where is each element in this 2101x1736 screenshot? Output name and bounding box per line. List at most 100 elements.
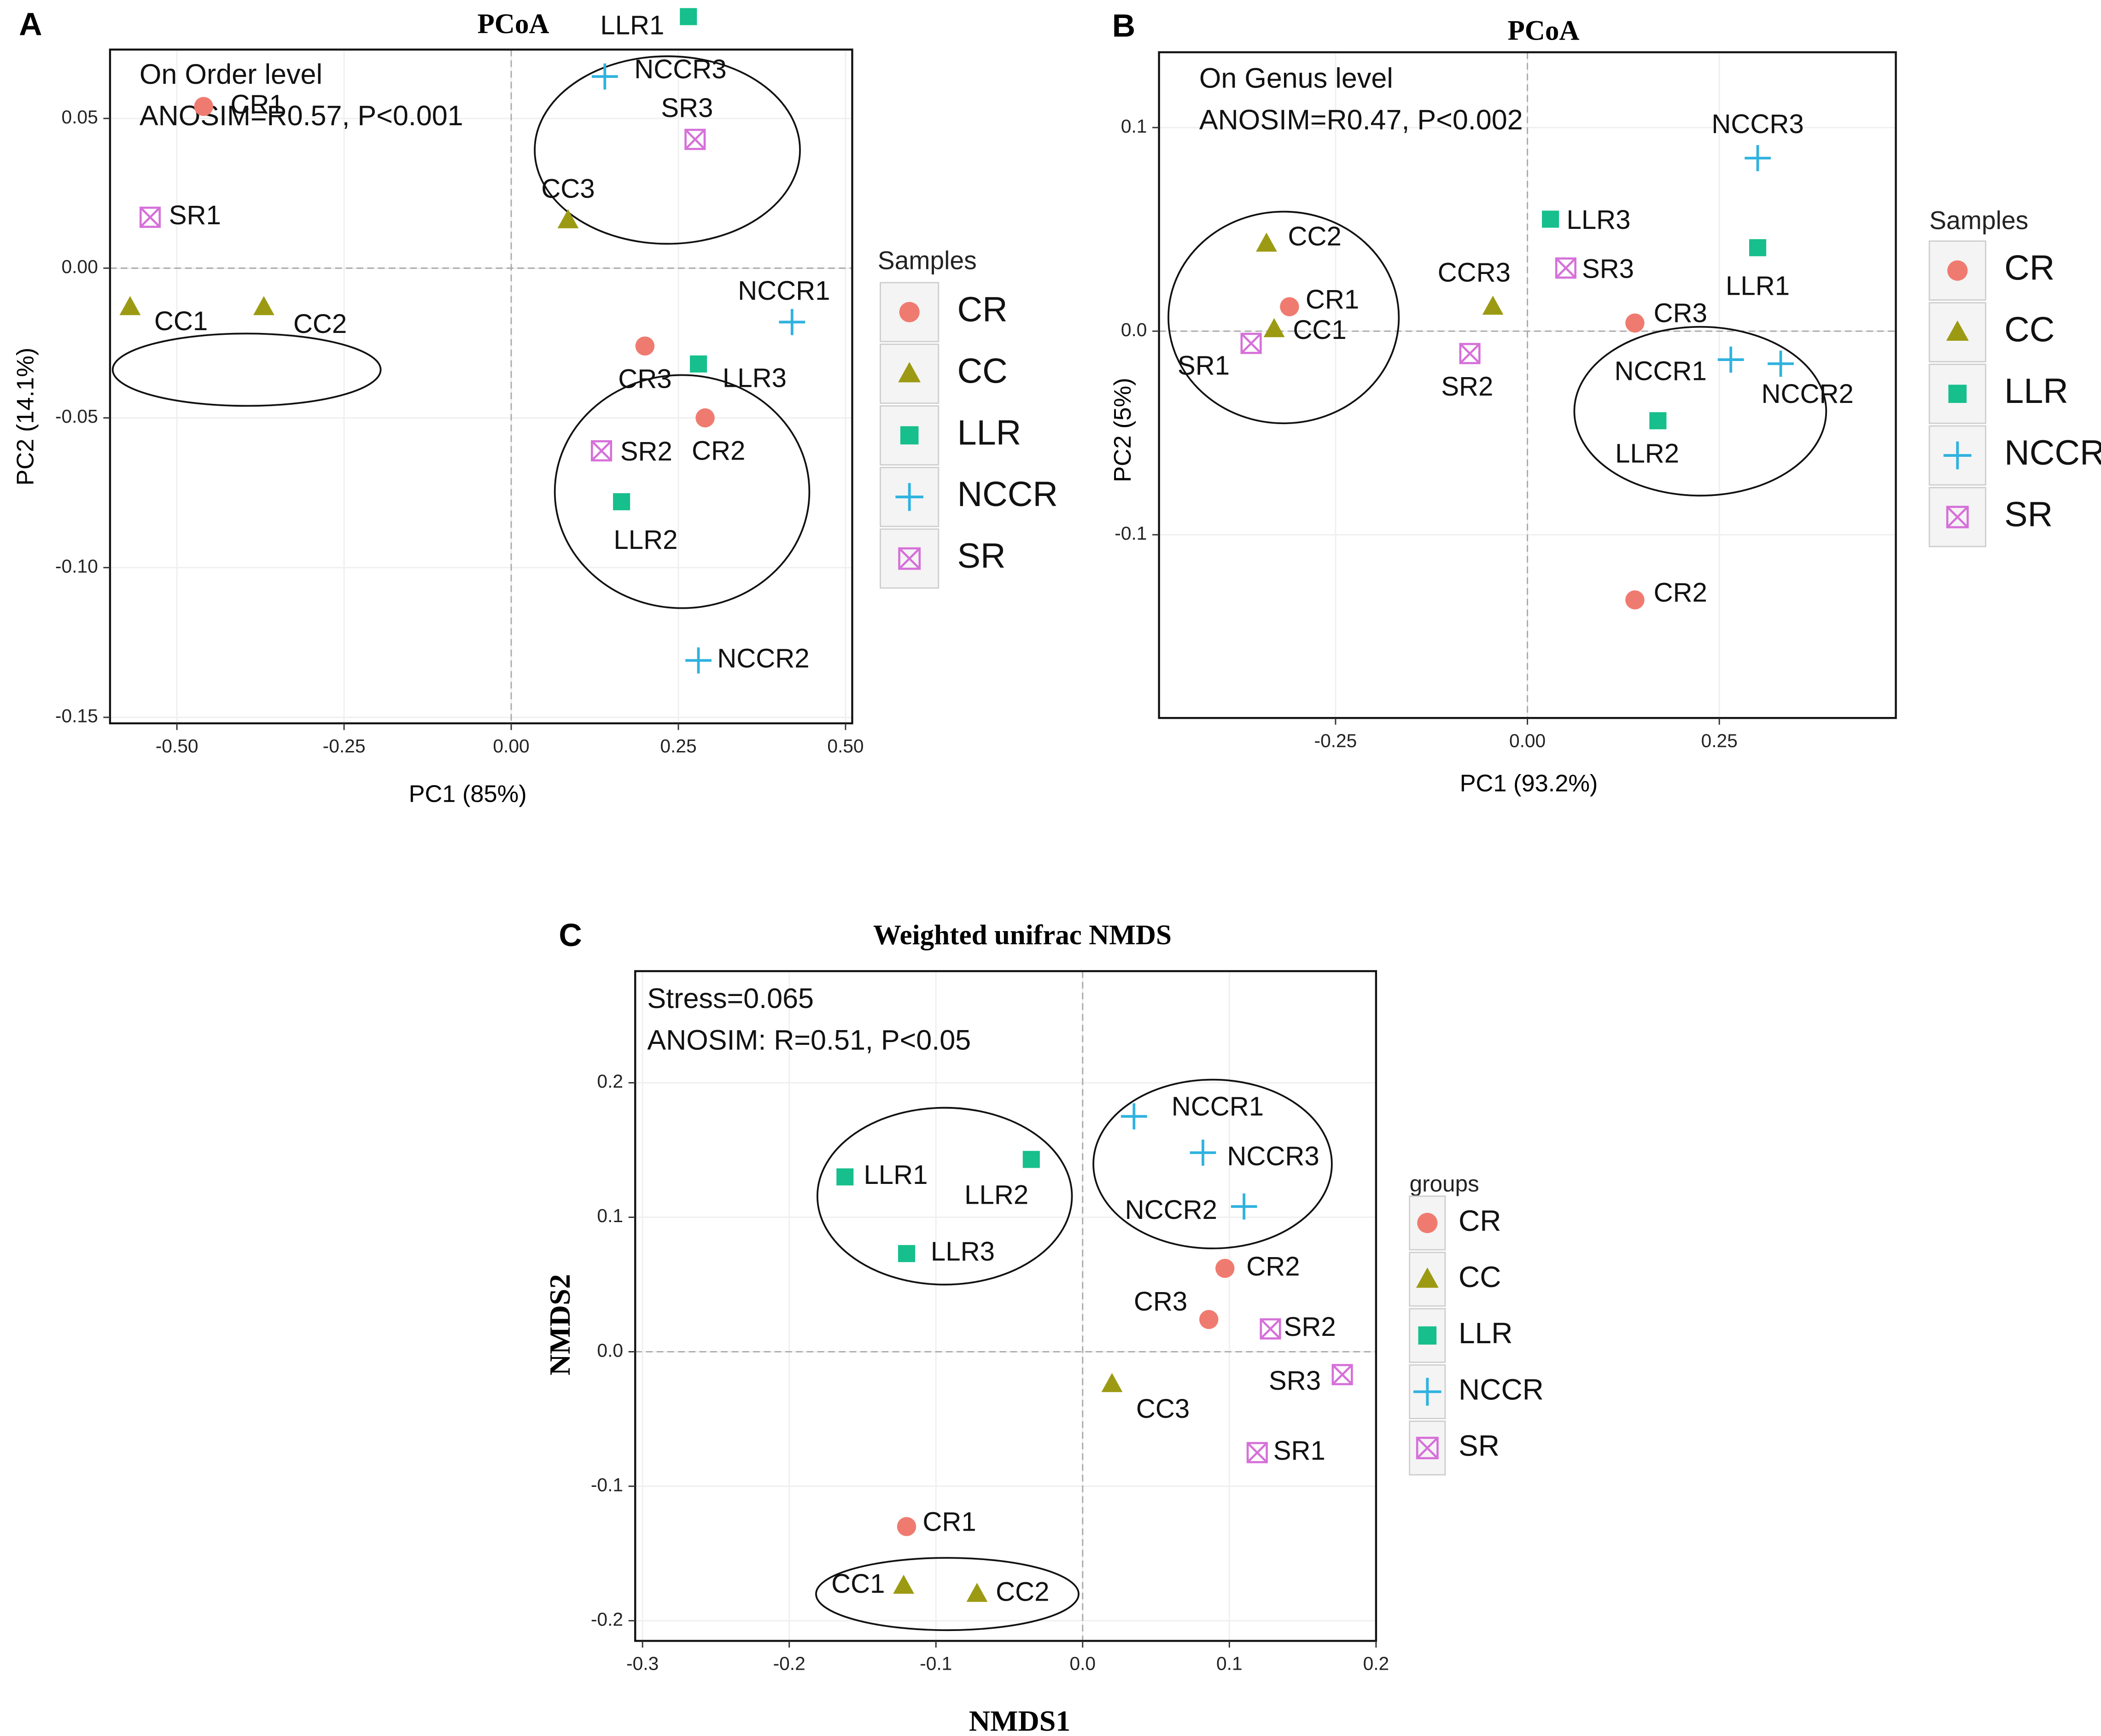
nccr-legend-marker bbox=[895, 483, 923, 511]
llr-marker bbox=[680, 8, 697, 25]
point-label: LLR3 bbox=[723, 363, 787, 393]
x-tick-label: 0.25 bbox=[660, 735, 696, 757]
point-cc2: CC2 bbox=[253, 296, 347, 339]
marker-diag2 bbox=[140, 207, 161, 228]
point-label: LLR1 bbox=[864, 1160, 928, 1190]
legend-item-cc: CC bbox=[880, 344, 1008, 404]
cluster-ellipse bbox=[1092, 1078, 1333, 1250]
point-label: SR1 bbox=[169, 200, 221, 230]
point-label: LLR2 bbox=[1615, 439, 1679, 469]
legend-label: SR bbox=[1459, 1429, 1500, 1462]
point-label: SR3 bbox=[661, 93, 713, 123]
y-tick-label: 0.1 bbox=[597, 1205, 623, 1226]
point-label: SR2 bbox=[620, 437, 672, 466]
cr-marker bbox=[1625, 313, 1645, 333]
y-tick-label: -0.1 bbox=[1115, 523, 1147, 544]
cc-marker bbox=[893, 1574, 915, 1594]
gridlines bbox=[635, 971, 1377, 1641]
legend-item-nccr: NCCR bbox=[880, 466, 1058, 527]
legend-label: CR bbox=[1459, 1204, 1501, 1237]
point-nccr3: NCCR3 bbox=[591, 54, 727, 90]
legend-label: CR bbox=[957, 291, 1008, 329]
nccr-marker bbox=[1768, 350, 1794, 377]
marker-box bbox=[1246, 1442, 1268, 1463]
point-label: NCCR2 bbox=[1762, 379, 1854, 409]
cc-marker bbox=[1101, 1373, 1123, 1392]
panel-a: A PCoA -0.50 -0.25 0.00 0.25 0.50 -0.15 -0.10 -0.… bbox=[12, 6, 1058, 808]
point-cr2: CR2 bbox=[1215, 1252, 1300, 1282]
marker-box bbox=[684, 128, 706, 150]
panel-c: C Weighted unifrac NMDS -0.3 -0.2 -0.1 0.0 0.1… bbox=[543, 917, 1544, 1736]
cluster-ellipse bbox=[534, 55, 801, 245]
point-llr2: LLR2 bbox=[613, 493, 677, 555]
x-tick-label: 0.00 bbox=[1509, 730, 1546, 751]
point-cr3: CR3 bbox=[1625, 298, 1707, 333]
point-label: CC1 bbox=[154, 306, 208, 336]
legend: groups CR CC LLR NCCR SR bbox=[1409, 1171, 1544, 1476]
point-cc3: CC3 bbox=[541, 174, 595, 228]
point-label: SR2 bbox=[1284, 1312, 1336, 1342]
y-tick-label: 0.2 bbox=[597, 1071, 623, 1092]
nccr-marker bbox=[1717, 346, 1744, 373]
point-llr3: LLR3 bbox=[898, 1237, 995, 1267]
nccr-legend-marker bbox=[1413, 1378, 1442, 1406]
marker-box bbox=[1459, 343, 1481, 364]
legend-label: LLR bbox=[1459, 1317, 1512, 1350]
cc-marker bbox=[253, 296, 274, 315]
marker-box bbox=[1240, 332, 1262, 354]
point-llr2: LLR2 bbox=[1615, 412, 1679, 469]
legend-label: SR bbox=[957, 537, 1006, 576]
point-nccr2: NCCR2 bbox=[1125, 1193, 1257, 1225]
point-ccr3: CCR3 bbox=[1438, 258, 1511, 315]
llr-legend-marker bbox=[1948, 384, 1967, 403]
y-tick-label: -0.15 bbox=[55, 705, 98, 727]
point-label: CR1 bbox=[230, 90, 284, 120]
panel-label: C bbox=[559, 917, 582, 953]
point-label: LLR2 bbox=[613, 525, 677, 555]
cr-marker bbox=[897, 1517, 916, 1536]
x-tick-label: -0.2 bbox=[773, 1653, 805, 1674]
legend-title: Samples bbox=[1929, 206, 2028, 234]
point-cc1: CC1 bbox=[1263, 315, 1347, 345]
marker-diag2 bbox=[1247, 1442, 1268, 1463]
x-tick-label: -0.25 bbox=[1314, 730, 1357, 751]
legend-item-cr: CR bbox=[1409, 1195, 1501, 1251]
annotation-text: ANOSIM: R=0.51, P<0.05 bbox=[647, 1024, 971, 1055]
x-axis-label: PC1 (93.2%) bbox=[1460, 770, 1598, 797]
cc-legend-marker bbox=[898, 361, 921, 383]
legend-label: LLR bbox=[957, 414, 1021, 452]
x-axis-label: PC1 (85%) bbox=[409, 781, 527, 808]
point-nccr3: NCCR3 bbox=[1190, 1139, 1319, 1171]
sr-marker bbox=[1331, 1364, 1353, 1386]
nccr-marker bbox=[1190, 1139, 1216, 1166]
marker-diag2 bbox=[684, 129, 706, 150]
y-tick-label: 0.0 bbox=[597, 1340, 623, 1361]
point-label: CC1 bbox=[831, 1569, 885, 1599]
point-label: CR2 bbox=[1246, 1252, 1300, 1282]
point-label: NCCR2 bbox=[1125, 1195, 1217, 1225]
panel-b: B PCoA -0.25 0.00 0.25 -0.1 0.0 0.1 PC1 (93.2%) P… bbox=[1109, 8, 2101, 797]
legend-label: CC bbox=[1459, 1260, 1501, 1293]
cr-marker bbox=[1199, 1310, 1219, 1329]
legend-item-cr: CR bbox=[880, 282, 1008, 343]
point-label: CCR3 bbox=[1438, 258, 1511, 288]
point-label: NCCR3 bbox=[1711, 109, 1803, 139]
point-cr2: CR2 bbox=[692, 408, 745, 466]
point-cr3: CR3 bbox=[1134, 1287, 1219, 1329]
point-sr1: SR1 bbox=[139, 200, 221, 230]
panel-label: B bbox=[1112, 8, 1135, 44]
legend-label: CC bbox=[957, 352, 1008, 391]
y-tick-label: -0.2 bbox=[591, 1608, 623, 1630]
cluster-ellipse bbox=[815, 1557, 1080, 1631]
point-llr1: LLR1 bbox=[600, 8, 697, 41]
legend-item-sr: SR bbox=[1928, 487, 2053, 548]
point-label: CR3 bbox=[618, 364, 671, 394]
point-label: LLR3 bbox=[931, 1237, 995, 1267]
point-label: SR1 bbox=[1178, 350, 1230, 380]
marker-diag2 bbox=[1416, 1437, 1439, 1459]
annotation-text: On Genus level bbox=[1199, 63, 1393, 94]
legend-label: NCCR bbox=[2004, 434, 2101, 472]
nccr-marker bbox=[591, 63, 618, 90]
point-cr1: CR1 bbox=[1280, 285, 1359, 316]
